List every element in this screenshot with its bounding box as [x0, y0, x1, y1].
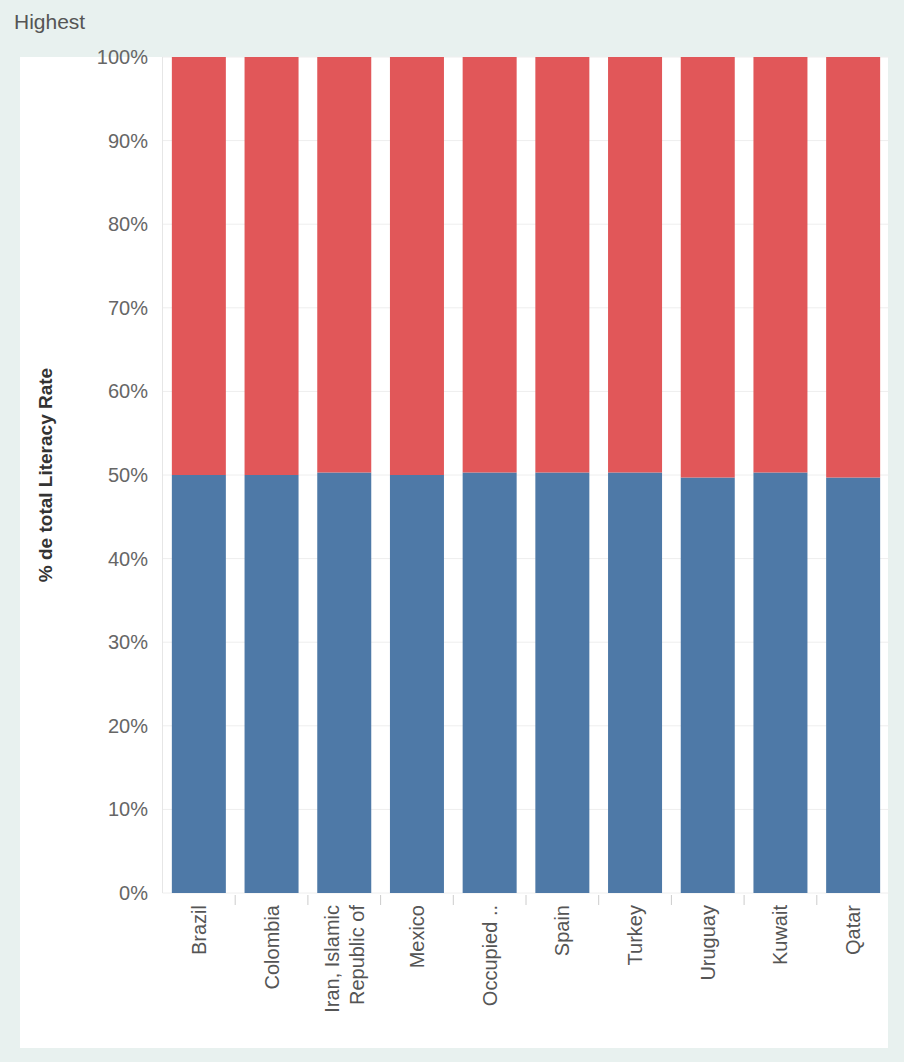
x-tick-label-line: Uruguay — [697, 905, 719, 981]
bar-segment — [245, 475, 299, 893]
x-tick-label: Iran, IslamicRepublic of — [321, 905, 368, 1013]
x-tick-label-line: Kuwait — [769, 905, 791, 965]
bar-segment — [826, 57, 880, 478]
bar-segment — [245, 57, 299, 475]
bar-segment — [681, 478, 735, 893]
x-tick-label: Uruguay — [697, 905, 719, 981]
x-tick-label-line: Mexico — [406, 905, 428, 968]
x-tick — [307, 895, 308, 905]
bars — [172, 57, 880, 893]
bar-segment — [753, 57, 807, 472]
x-tick-label-line: Colombia — [261, 904, 283, 989]
bar-segment — [317, 57, 371, 472]
x-tick-label-line: Spain — [551, 905, 573, 956]
x-tick — [453, 895, 454, 905]
y-tick-label: 20% — [108, 715, 148, 737]
y-tick-label: 40% — [108, 548, 148, 570]
x-tick-label: Colombia — [261, 904, 283, 989]
x-tick — [235, 895, 236, 905]
x-tick — [744, 895, 745, 905]
x-tick-label-line: Iran, Islamic — [321, 905, 343, 1013]
x-tick — [598, 895, 599, 905]
x-tick-label: Mexico — [406, 905, 428, 968]
y-tick-label: 10% — [108, 798, 148, 820]
y-axis-label: % de total Literacy Rate — [35, 368, 56, 582]
x-tick-label-line: Republic of — [346, 905, 368, 1006]
background — [0, 0, 904, 1062]
chart: Highest 0% 10% 20% 30% 40% 50% 60% 70% 80% 90% 100%… — [0, 0, 904, 1062]
title: Highest — [14, 10, 85, 33]
x-tick-label-line: Qatar — [842, 905, 864, 955]
bar-segment — [463, 472, 517, 893]
x-tick — [380, 895, 381, 905]
y-tick-label: 70% — [108, 297, 148, 319]
x-tick-label: Occupied .. — [479, 905, 501, 1006]
x-tick-label-line: Occupied .. — [479, 905, 501, 1006]
y-tick-label: 0% — [119, 882, 148, 904]
y-tick-label: 90% — [108, 130, 148, 152]
plot-panel — [20, 57, 888, 1048]
x-tick-label: Turkey — [624, 905, 646, 965]
x-tick-label: Brazil — [188, 905, 210, 955]
y-tick-label: 60% — [108, 380, 148, 402]
bar-segment — [535, 57, 589, 472]
bar-segment — [317, 472, 371, 893]
bar-segment — [826, 478, 880, 893]
y-tick-label: 30% — [108, 631, 148, 653]
x-tick-label: Kuwait — [769, 905, 791, 965]
x-tick-label: Qatar — [842, 905, 864, 955]
bar-segment — [608, 57, 662, 472]
bar-segment — [172, 475, 226, 893]
x-tick-label: Spain — [551, 905, 573, 956]
bar-segment — [535, 472, 589, 893]
y-tick-label: 100% — [97, 46, 148, 68]
bar-segment — [608, 472, 662, 893]
x-tick-label-line: Turkey — [624, 905, 646, 965]
x-tick — [816, 895, 817, 905]
bar-segment — [390, 57, 444, 475]
bar-segment — [463, 57, 517, 472]
x-tick — [526, 895, 527, 905]
bar-segment — [172, 57, 226, 475]
x-tick-label-line: Brazil — [188, 905, 210, 955]
bar-segment — [390, 475, 444, 893]
y-tick-label: 80% — [108, 213, 148, 235]
x-tick — [671, 895, 672, 905]
bar-segment — [753, 472, 807, 893]
y-axis-line — [162, 57, 163, 893]
bar-segment — [681, 57, 735, 478]
y-tick-label: 50% — [108, 464, 148, 486]
